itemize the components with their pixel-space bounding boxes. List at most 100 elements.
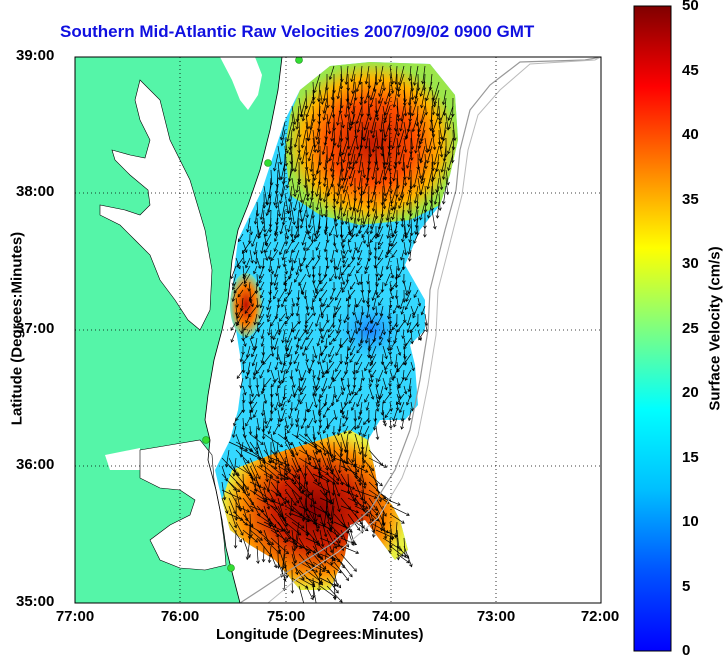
velocity-arrowhead [404, 136, 409, 141]
velocity-arrowhead [358, 343, 362, 347]
velocity-arrow [230, 265, 237, 279]
velocity-arrow [381, 401, 384, 416]
velocity-arrowhead [305, 347, 309, 351]
velocity-arrow [422, 65, 426, 84]
velocity-arrowhead [390, 535, 395, 539]
velocity-arrowhead [407, 388, 412, 393]
velocity-arrow [399, 401, 405, 413]
colorbar-tick-label: 30 [682, 255, 699, 272]
velocity-arrow [244, 305, 251, 314]
velocity-arrow [375, 281, 378, 295]
velocity-arrowhead [384, 355, 388, 360]
velocity-arrow [364, 433, 370, 458]
velocity-arrow [337, 177, 342, 196]
velocity-arrow [365, 329, 370, 344]
velocity-arrowhead [323, 533, 328, 538]
velocity-arrowhead [364, 80, 369, 85]
velocity-arrowhead [411, 112, 415, 117]
velocity-arrowhead [260, 343, 265, 348]
velocity-arrow [375, 425, 379, 440]
x-tick-label: 76:00 [160, 608, 200, 625]
velocity-arrowhead [447, 117, 451, 121]
velocity-arrow [356, 297, 363, 308]
velocity-arrowhead [345, 279, 350, 283]
velocity-arrowhead [283, 281, 287, 286]
velocity-arrowhead [311, 257, 316, 261]
velocity-arrowhead [332, 243, 337, 247]
velocity-arrow [291, 473, 303, 489]
velocity-arrow [256, 457, 277, 469]
velocity-arrow [277, 369, 281, 384]
velocity-arrowhead [350, 337, 354, 341]
velocity-arrowhead [280, 502, 285, 507]
velocity-arrowhead [241, 250, 246, 254]
velocity-arrowhead [285, 249, 289, 254]
velocity-arrowhead [353, 568, 357, 572]
velocity-arrow [351, 329, 356, 341]
velocity-arrowhead [266, 306, 270, 311]
velocity-arrowhead [293, 234, 298, 239]
velocity-arrow [378, 209, 384, 230]
velocity-arrowhead [307, 424, 311, 429]
velocity-arrowhead [366, 304, 371, 308]
velocity-arrow [347, 385, 351, 396]
velocity-arrowhead [300, 290, 305, 295]
velocity-arrow [326, 401, 335, 411]
velocity-arrowhead [270, 459, 275, 464]
velocity-arrow [353, 361, 356, 375]
velocity-arrow [349, 89, 356, 106]
velocity-arrowhead [293, 480, 297, 485]
velocity-arrow [277, 161, 281, 181]
velocity-arrow [348, 265, 356, 277]
velocity-arrowhead [412, 184, 417, 188]
velocity-arrow [235, 409, 244, 421]
velocity-arrow [273, 425, 279, 435]
velocity-arrowhead [351, 256, 355, 260]
velocity-arrowhead [371, 176, 375, 181]
velocity-arrowhead [313, 355, 318, 359]
colorbar-tick-label: 5 [682, 578, 691, 595]
velocity-arrow [296, 417, 300, 427]
velocity-arrowhead [337, 558, 341, 562]
velocity-arrowhead [260, 412, 265, 417]
velocity-arrowhead [337, 508, 341, 513]
velocity-arrowhead [335, 368, 339, 373]
velocity-arrow [347, 513, 360, 531]
velocity-arrow [314, 161, 321, 181]
velocity-arrowhead [357, 186, 361, 191]
velocity-arrow [319, 89, 323, 105]
velocity-arrowhead [395, 407, 400, 411]
velocity-arrowhead [287, 275, 292, 280]
velocity-arrow [393, 161, 398, 181]
velocity-arrow [317, 337, 321, 346]
velocity-arrow [368, 473, 383, 487]
velocity-arrow [242, 353, 251, 364]
velocity-arrowhead [328, 528, 333, 533]
velocity-arrow [375, 153, 379, 171]
velocity-arrowhead [279, 477, 284, 481]
velocity-arrow [347, 257, 356, 268]
velocity-arrowhead [301, 242, 305, 246]
velocity-arrow [384, 361, 391, 370]
velocity-arrow [414, 201, 419, 222]
velocity-arrow [348, 233, 356, 243]
velocity-arrow [357, 249, 363, 261]
velocity-arrow [270, 369, 276, 383]
velocity-arrowhead [405, 202, 410, 206]
velocity-arrow [388, 129, 391, 149]
velocity-arrow [267, 473, 272, 492]
velocity-arrow [339, 449, 342, 473]
velocity-arrowhead [325, 467, 329, 471]
velocity-arrowhead [297, 150, 301, 154]
velocity-arrow [374, 73, 377, 92]
velocity-arrowhead [397, 502, 401, 506]
velocity-arrowhead [261, 221, 265, 225]
velocity-arrow [396, 401, 399, 411]
velocity-arrow [277, 289, 286, 302]
velocity-arrow [318, 249, 321, 259]
velocity-arrow [261, 353, 265, 364]
velocity-arrowhead [446, 181, 450, 186]
velocity-arrow [403, 337, 406, 347]
velocity-arrow [396, 257, 400, 271]
velocity-arrowhead [413, 294, 417, 299]
